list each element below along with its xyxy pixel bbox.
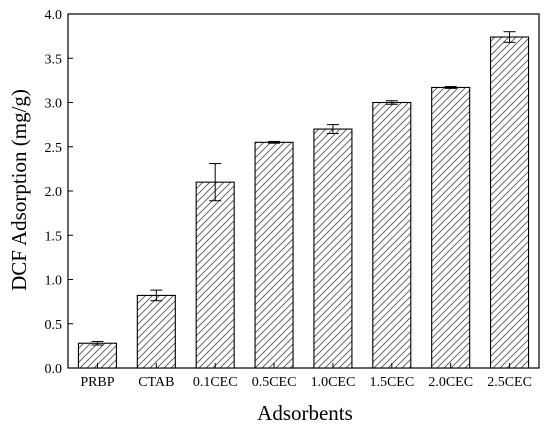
- bar: [136, 294, 176, 369]
- x-tick-label: 1.5CEC: [369, 375, 414, 390]
- x-tick-label: 0.5CEC: [252, 375, 297, 390]
- x-axis-title: Adsorbents: [257, 401, 353, 425]
- bar: [490, 36, 530, 369]
- bar: [195, 181, 235, 369]
- y-tick-label: 0.5: [45, 318, 63, 333]
- bar: [372, 101, 412, 369]
- x-tick-label: 2.5CEC: [487, 375, 532, 390]
- x-tick-label: 0.1CEC: [193, 375, 238, 390]
- bar: [313, 128, 353, 369]
- y-tick-label: 4.0: [45, 8, 63, 23]
- bar: [254, 141, 294, 369]
- x-tick-label: 2.0CEC: [428, 375, 473, 390]
- y-tick-label: 1.5: [45, 229, 63, 244]
- x-tick-label: 1.0CEC: [311, 375, 356, 390]
- y-tick-label: 2.5: [45, 141, 63, 156]
- y-tick-label: 0.0: [45, 362, 63, 377]
- y-tick-label: 1.0: [45, 274, 63, 289]
- x-tick-label: PRBP: [80, 375, 114, 390]
- y-tick-label: 3.0: [45, 97, 63, 112]
- x-tick-label: CTAB: [138, 375, 174, 390]
- y-tick-label: 3.5: [45, 52, 63, 67]
- bar: [431, 86, 471, 369]
- y-tick-label: 2.0: [45, 185, 63, 200]
- y-axis-title: DCF Adsorption (mg/g): [7, 89, 31, 291]
